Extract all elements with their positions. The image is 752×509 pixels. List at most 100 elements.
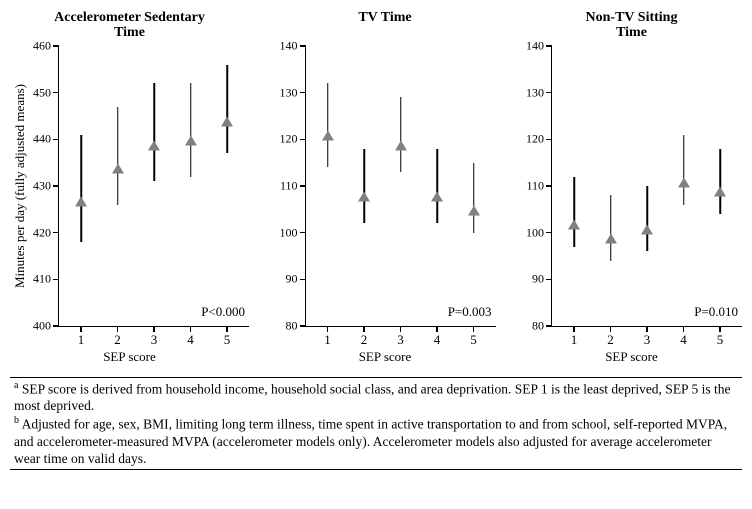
x-axis-label: SEP score	[605, 349, 658, 365]
error-bar	[719, 149, 721, 214]
chart-wrap: Minutes per day (fully adjusted means) 40…	[10, 46, 249, 327]
error-bar	[436, 149, 438, 224]
x-tick-label: 1	[571, 332, 578, 348]
panel-2: Non-TV SittingTime8090100110120130140123…	[521, 10, 742, 365]
x-tick-label: 5	[717, 332, 724, 348]
y-tick-label: 110	[280, 179, 298, 194]
x-axis-label: SEP score	[103, 349, 156, 365]
x-tick-label: 3	[151, 332, 158, 348]
y-tick-label: 100	[280, 225, 298, 240]
error-bar	[573, 177, 575, 247]
y-tick-label: 400	[33, 319, 51, 334]
y-tick	[546, 45, 552, 47]
error-bar	[646, 186, 648, 251]
y-tick-label: 460	[33, 39, 51, 54]
y-tick-label: 140	[526, 39, 544, 54]
y-tick	[546, 232, 552, 234]
x-tick-label: 2	[607, 332, 614, 348]
y-tick-label: 130	[526, 85, 544, 100]
y-tick-label: 450	[33, 85, 51, 100]
x-tick-label: 1	[324, 332, 331, 348]
x-tick-label: 4	[187, 332, 194, 348]
panel-title: Accelerometer SedentaryTime	[54, 10, 205, 44]
y-tick-label: 140	[280, 39, 298, 54]
y-axis-label: Minutes per day (fully adjusted means)	[10, 46, 28, 327]
data-marker	[185, 136, 197, 146]
panel-title: Non-TV SittingTime	[586, 10, 678, 44]
plot-area: 809010011012013014012345P=0.010	[551, 46, 742, 327]
x-tick-label: 1	[78, 332, 85, 348]
data-marker	[641, 224, 653, 234]
data-marker	[395, 140, 407, 150]
y-tick	[300, 92, 306, 94]
figure: Accelerometer SedentaryTimeMinutes per d…	[10, 10, 742, 470]
x-tick-label: 4	[680, 332, 687, 348]
x-tick-label: 5	[470, 332, 477, 348]
y-tick-label: 120	[280, 132, 298, 147]
chart-wrap: 809010011012013014012345P=0.003	[275, 46, 496, 327]
x-tick-label: 5	[224, 332, 231, 348]
plot-area: 809010011012013014012345P=0.003	[305, 46, 496, 327]
panels-row: Accelerometer SedentaryTimeMinutes per d…	[10, 10, 742, 365]
data-marker	[468, 206, 480, 216]
error-bar	[610, 195, 612, 260]
y-tick-label: 120	[526, 132, 544, 147]
data-marker	[431, 192, 443, 202]
footnotes: a SEP score is derived from household in…	[10, 377, 742, 470]
y-tick	[546, 185, 552, 187]
y-tick-label: 80	[286, 319, 298, 334]
y-tick	[300, 232, 306, 234]
y-tick	[300, 139, 306, 141]
data-marker	[148, 140, 160, 150]
y-tick-label: 90	[286, 272, 298, 287]
plot-area: 40041042043044045046012345P<0.000	[58, 46, 249, 327]
error-bar	[473, 163, 475, 233]
error-bar	[80, 135, 82, 242]
data-marker	[75, 196, 87, 206]
y-tick-label: 100	[526, 225, 544, 240]
x-tick-label: 2	[361, 332, 368, 348]
data-marker	[358, 192, 370, 202]
y-tick-label: 410	[33, 272, 51, 287]
footnote-b: b Adjusted for age, sex, BMI, limiting l…	[14, 415, 738, 467]
data-marker	[678, 178, 690, 188]
y-tick	[53, 232, 59, 234]
error-bar	[683, 135, 685, 205]
p-value-label: P<0.000	[201, 304, 245, 320]
y-tick-label: 80	[532, 319, 544, 334]
y-tick	[53, 45, 59, 47]
y-tick	[53, 325, 59, 327]
data-marker	[112, 164, 124, 174]
data-marker	[221, 117, 233, 127]
y-tick	[53, 92, 59, 94]
chart-wrap: 809010011012013014012345P=0.010	[521, 46, 742, 327]
error-bar	[190, 83, 192, 176]
p-value-label: P=0.010	[694, 304, 738, 320]
y-tick	[53, 279, 59, 281]
y-tick	[546, 92, 552, 94]
data-marker	[605, 234, 617, 244]
x-axis-label: SEP score	[359, 349, 412, 365]
y-tick	[546, 279, 552, 281]
y-tick-label: 430	[33, 179, 51, 194]
data-marker	[714, 187, 726, 197]
y-tick	[300, 185, 306, 187]
x-tick-label: 3	[644, 332, 651, 348]
y-tick-label: 110	[526, 179, 544, 194]
error-bar	[400, 97, 402, 172]
error-bar	[363, 149, 365, 224]
error-bar	[327, 83, 329, 167]
y-tick-label: 440	[33, 132, 51, 147]
y-tick	[300, 325, 306, 327]
x-tick-label: 3	[397, 332, 404, 348]
y-tick	[300, 279, 306, 281]
y-tick-label: 420	[33, 225, 51, 240]
y-tick-label: 130	[280, 85, 298, 100]
x-tick-label: 2	[114, 332, 121, 348]
data-marker	[568, 220, 580, 230]
panel-1: TV Time809010011012013014012345P=0.003SE…	[275, 10, 496, 365]
footnote-a: a SEP score is derived from household in…	[14, 380, 738, 415]
p-value-label: P=0.003	[448, 304, 492, 320]
error-bar	[226, 65, 228, 154]
error-bar	[117, 107, 119, 205]
